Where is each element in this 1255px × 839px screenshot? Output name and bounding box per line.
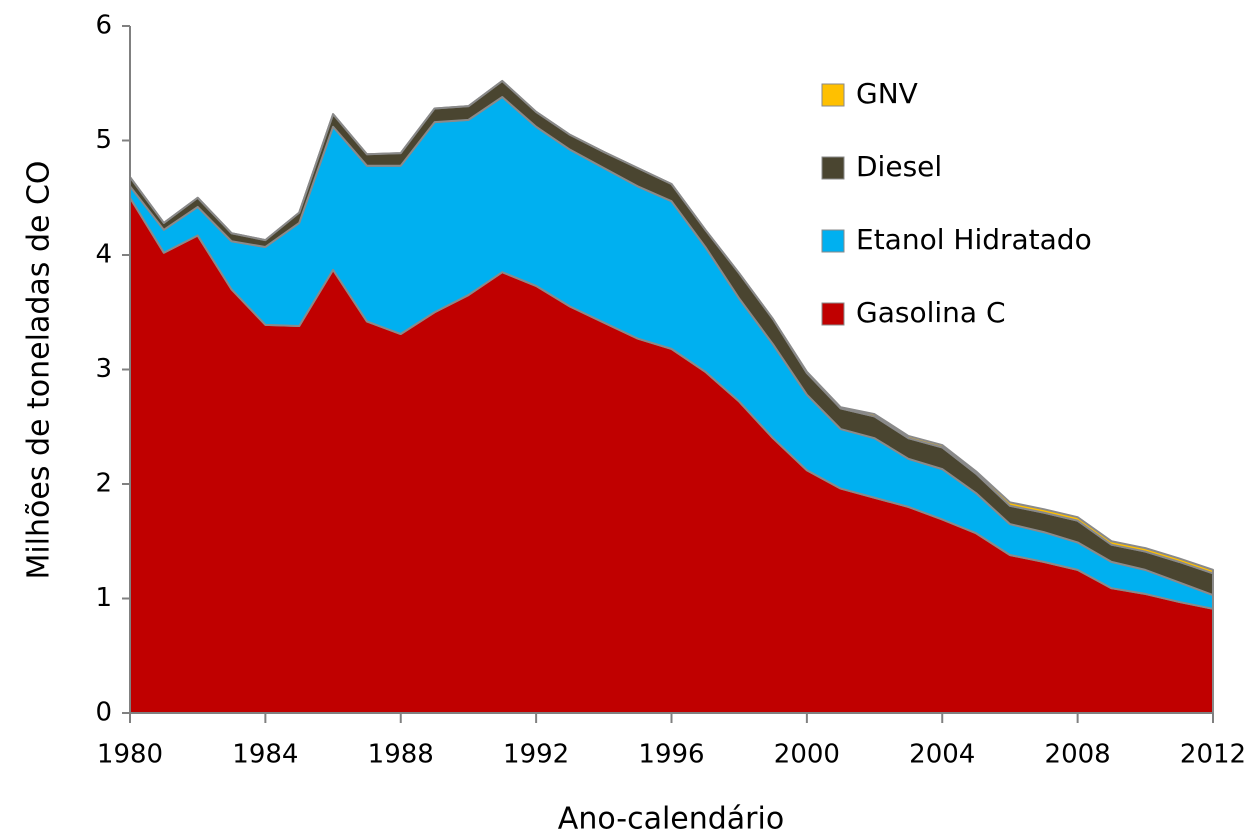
x-axis-label: Ano-calendário [558,802,784,837]
legend-label: Etanol Hidratado [856,223,1092,256]
x-tick-label: 2008 [1045,740,1111,770]
y-axis-label: Milhões de toneladas de CO [22,160,57,579]
legend-label: Gasolina C [856,296,1006,329]
y-tick-label: 0 [95,698,112,728]
x-tick-label: 1992 [503,740,569,770]
x-tick-label: 1980 [97,740,163,770]
legend-swatch [821,83,845,107]
y-tick-label: 3 [95,354,112,384]
legend-swatch [821,156,845,180]
x-tick-label: 2012 [1180,740,1246,770]
legend-swatch [821,302,845,326]
x-tick-label: 1988 [368,740,434,770]
x-tick-label: 2000 [774,740,840,770]
y-tick-label: 1 [95,583,112,613]
x-tick-label: 2004 [909,740,975,770]
y-tick-label: 4 [95,240,112,270]
legend-label: GNV [856,77,918,110]
legend-label: Diesel [856,150,942,183]
x-tick-label: 1984 [232,740,298,770]
y-tick-label: 5 [95,125,112,155]
y-tick-label: 2 [95,469,112,499]
y-tick-label: 6 [95,11,112,41]
x-tick-label: 1996 [638,740,704,770]
legend-swatch [821,229,845,253]
area [129,79,1214,575]
